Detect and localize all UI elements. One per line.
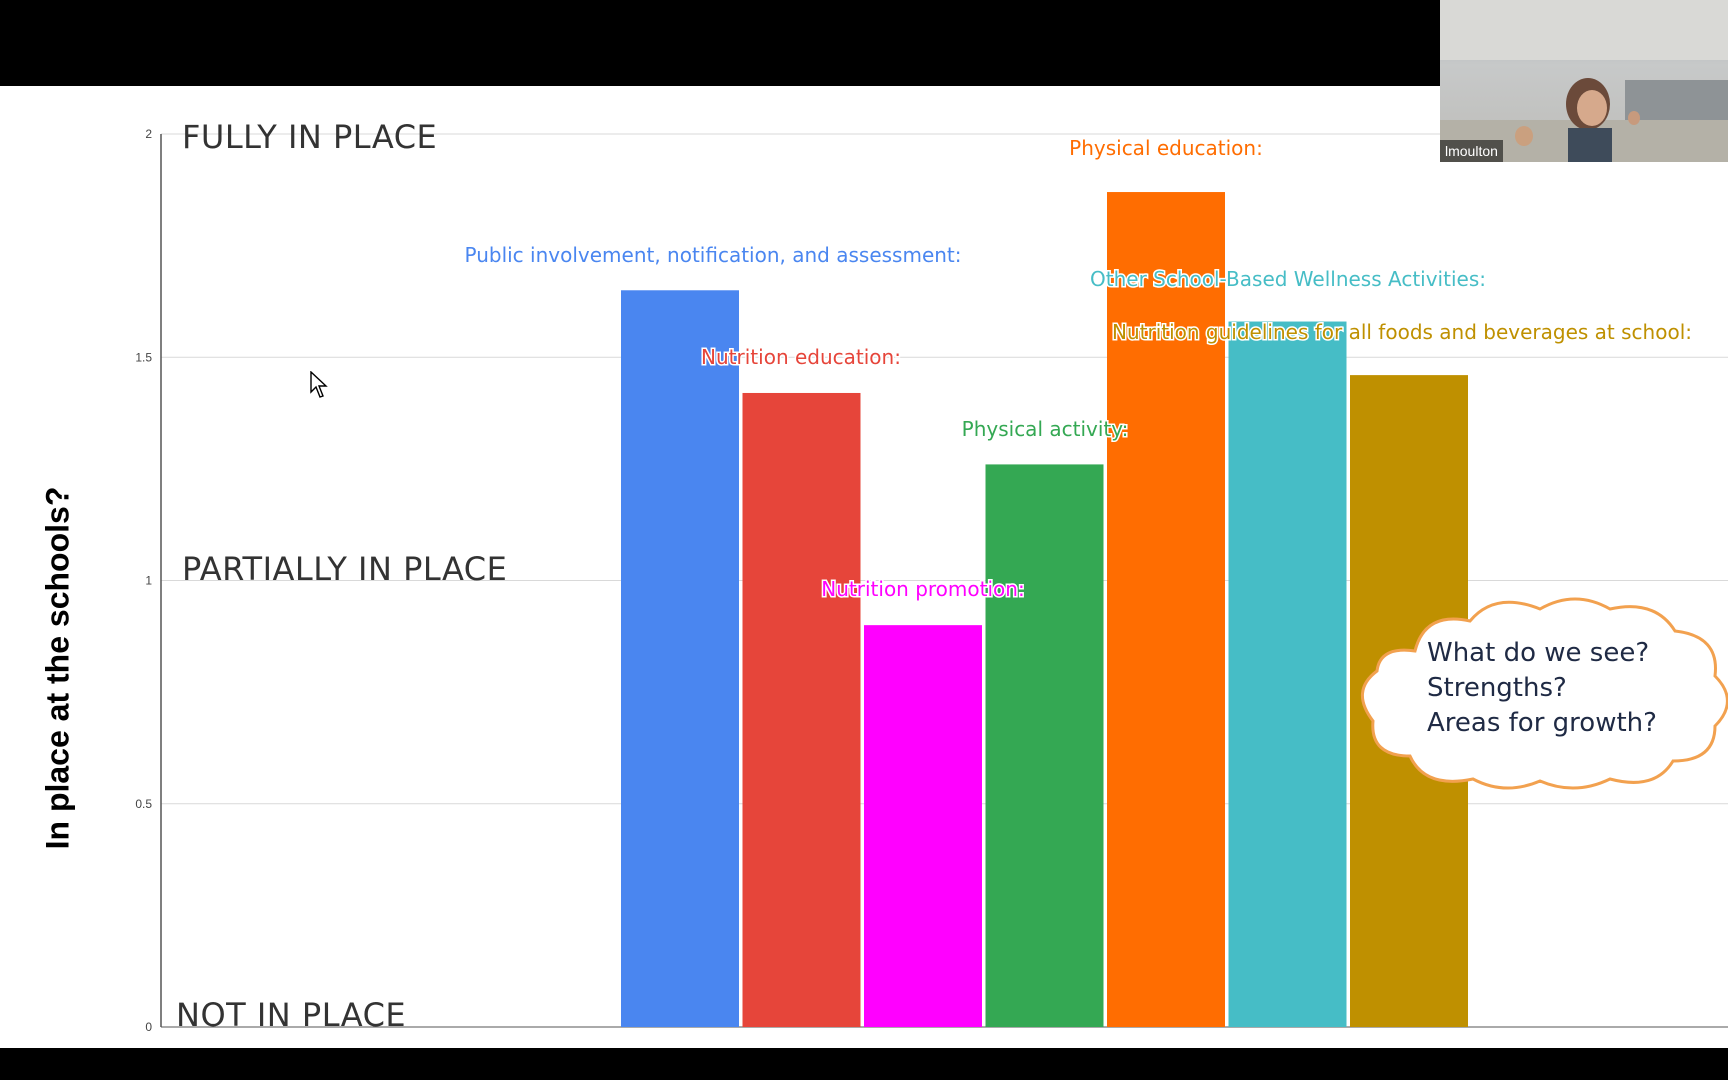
bar-data-label: Physical activity: [962, 417, 1129, 441]
y-tick-label: 2 [145, 127, 152, 141]
bar-data-label: Nutrition education: [701, 345, 901, 369]
bar [864, 625, 982, 1027]
mouse-pointer-icon [310, 371, 328, 398]
thought-line-2: Strengths? [1427, 673, 1567, 703]
video-tile[interactable]: lmoulton [1440, 0, 1728, 162]
bar-chart: 0 0.5 1 1.5 2 Public involvement, notificatio… [135, 127, 1728, 1034]
level-label-not: NOT IN PLACE [176, 996, 407, 1034]
y-tick-label: 1 [145, 574, 152, 588]
thought-line-1: What do we see? [1427, 638, 1650, 668]
level-label-partially: PARTIALLY IN PLACE [182, 550, 508, 588]
bar [985, 464, 1104, 1027]
y-tick-label: 1.5 [135, 350, 152, 364]
bar-data-label: Nutrition guidelines for all foods and b… [1112, 320, 1692, 344]
bar-data-label: Nutrition promotion: [821, 577, 1024, 601]
bar-data-label: Other School-Based Wellness Activities: [1090, 267, 1486, 291]
thought-line-3: Areas for growth? [1427, 708, 1657, 738]
bar [1228, 321, 1347, 1027]
y-tick-label: 0 [145, 1020, 152, 1034]
thought-bubble [1360, 597, 1728, 790]
y-axis-title: In place at the schools? [39, 486, 76, 850]
bar-data-label: Public involvement, notification, and as… [464, 243, 961, 267]
bar [742, 392, 861, 1028]
bar [1107, 192, 1225, 1028]
thought-bubble-text: What do we see? Strengths? Areas for gro… [1427, 636, 1657, 741]
bar [621, 290, 739, 1027]
level-label-fully: FULLY IN PLACE [182, 118, 438, 156]
participant-name: lmoulton [1440, 140, 1503, 162]
bar-data-label: Physical education: [1069, 136, 1263, 160]
slide: 0 0.5 1 1.5 2 Public involvement, notificatio… [0, 86, 1728, 1048]
y-tick-label: 0.5 [135, 797, 152, 811]
video-feed [1440, 0, 1728, 162]
